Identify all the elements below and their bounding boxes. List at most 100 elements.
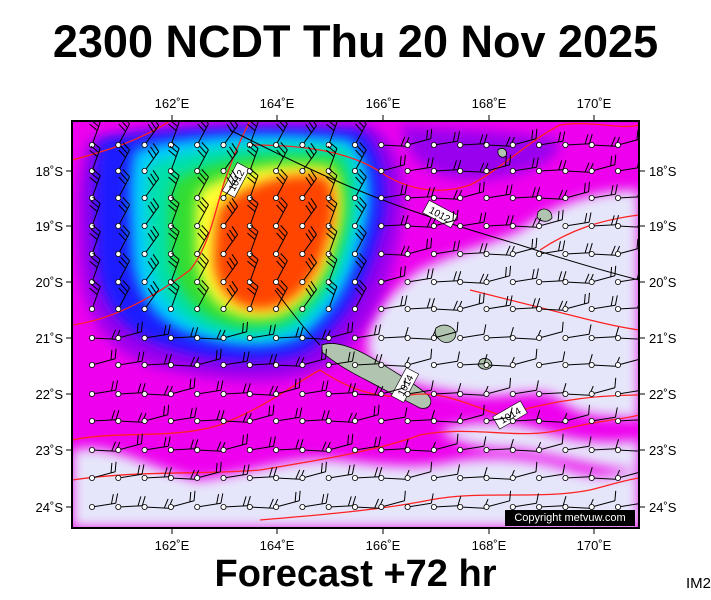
wind-barb [246, 404, 275, 424]
wind-barb [299, 170, 317, 201]
wind-barb [141, 324, 171, 341]
wind-barb [457, 212, 487, 229]
wind-barb [457, 498, 489, 510]
wind-barb [325, 279, 338, 312]
wind-barb [588, 377, 617, 397]
wind-barb [194, 253, 209, 285]
map-frame [71, 120, 640, 529]
calm-zone-south [72, 447, 639, 528]
lat-tick-label: 22˚S [649, 387, 677, 402]
wind-barb [325, 121, 338, 148]
wind-barb [378, 327, 409, 341]
wind-barb [615, 390, 639, 397]
wind-barb [325, 464, 355, 481]
wind-barb [430, 131, 461, 148]
wind-barb [588, 154, 617, 174]
wind-barb [325, 433, 354, 453]
wind-barb [273, 280, 288, 312]
wind-barb [588, 439, 620, 453]
wind-barb [483, 327, 514, 341]
wind-barb [615, 471, 639, 481]
wind-barb [141, 385, 173, 397]
wind-barb [115, 383, 146, 397]
wind-barb [509, 128, 538, 148]
wind-barb [483, 490, 512, 510]
wind-barbs [89, 121, 639, 510]
wind-barb [115, 280, 131, 312]
wind-barb [430, 271, 462, 285]
wind-barb [141, 436, 171, 453]
wind-barb [246, 196, 259, 229]
wind-barb [457, 404, 485, 424]
wind-barb [220, 412, 252, 424]
wind-barb [141, 170, 160, 201]
wind-barb [615, 446, 639, 453]
wind-barb [615, 417, 639, 424]
wind-barb [351, 253, 367, 285]
wind-barb [457, 292, 485, 312]
wind-barb [273, 407, 303, 424]
wind-barb [220, 496, 251, 510]
wind-barb [615, 503, 639, 510]
wind-barb [430, 321, 459, 341]
lat-tick-label: 23˚S [36, 443, 64, 458]
wind-barb [299, 143, 317, 174]
wind-barb [194, 348, 222, 368]
wind-barb [167, 469, 200, 481]
isobar-line [259, 477, 639, 521]
lon-tick-label: 170˚E [577, 96, 612, 111]
wind-barb [141, 226, 160, 257]
wind-barb [299, 493, 329, 510]
wind-barb [220, 383, 251, 397]
wind-barb [194, 225, 209, 257]
wind-barb [141, 198, 160, 229]
wind-barb [588, 356, 621, 368]
wind-barb [167, 407, 198, 424]
wind-barb [430, 383, 462, 397]
wind-barb [194, 380, 224, 397]
wind-barb [588, 490, 617, 510]
wind-barb [351, 354, 383, 368]
isobar-line [249, 122, 639, 191]
wind-barb [220, 143, 239, 174]
lon-tick-label: 168˚E [472, 538, 507, 553]
wind-barb [299, 254, 317, 285]
wind-barb [167, 439, 199, 453]
wind-barb [194, 410, 225, 424]
wind-barb [483, 377, 512, 397]
loyalty-island-1 [434, 324, 457, 343]
wind-barb [141, 467, 172, 481]
wind-barb [404, 237, 433, 257]
wind-barb [167, 168, 180, 201]
wind-barb [509, 237, 538, 257]
wind-barb [246, 224, 259, 257]
wind-barb [378, 184, 408, 201]
wind-barb [246, 279, 259, 312]
wind-barb [299, 226, 317, 257]
wind-barb [430, 412, 463, 424]
wind-barb [194, 280, 209, 312]
wind-barb [483, 215, 514, 229]
wind-barb [536, 209, 564, 229]
wind-barb [89, 493, 119, 510]
wind-barb [536, 131, 566, 148]
isobar-line [539, 214, 639, 251]
wind-barb [615, 158, 639, 174]
wind-barb [588, 295, 618, 312]
wind-barb [536, 321, 564, 341]
wind-barb [483, 295, 513, 312]
wind-barb [167, 224, 180, 257]
wind-barb [141, 281, 160, 312]
wind-barb [509, 268, 539, 285]
wind-barb [536, 271, 567, 285]
wind-barb [325, 321, 354, 341]
wind-barb [246, 354, 278, 368]
wind-barb [115, 412, 147, 424]
wind-barb [588, 407, 618, 424]
calm-zone-southeast [440, 422, 639, 470]
wind-barb [115, 321, 143, 341]
wind-barb [194, 461, 222, 481]
wind-barb [273, 169, 288, 201]
wind-barb [246, 436, 276, 453]
